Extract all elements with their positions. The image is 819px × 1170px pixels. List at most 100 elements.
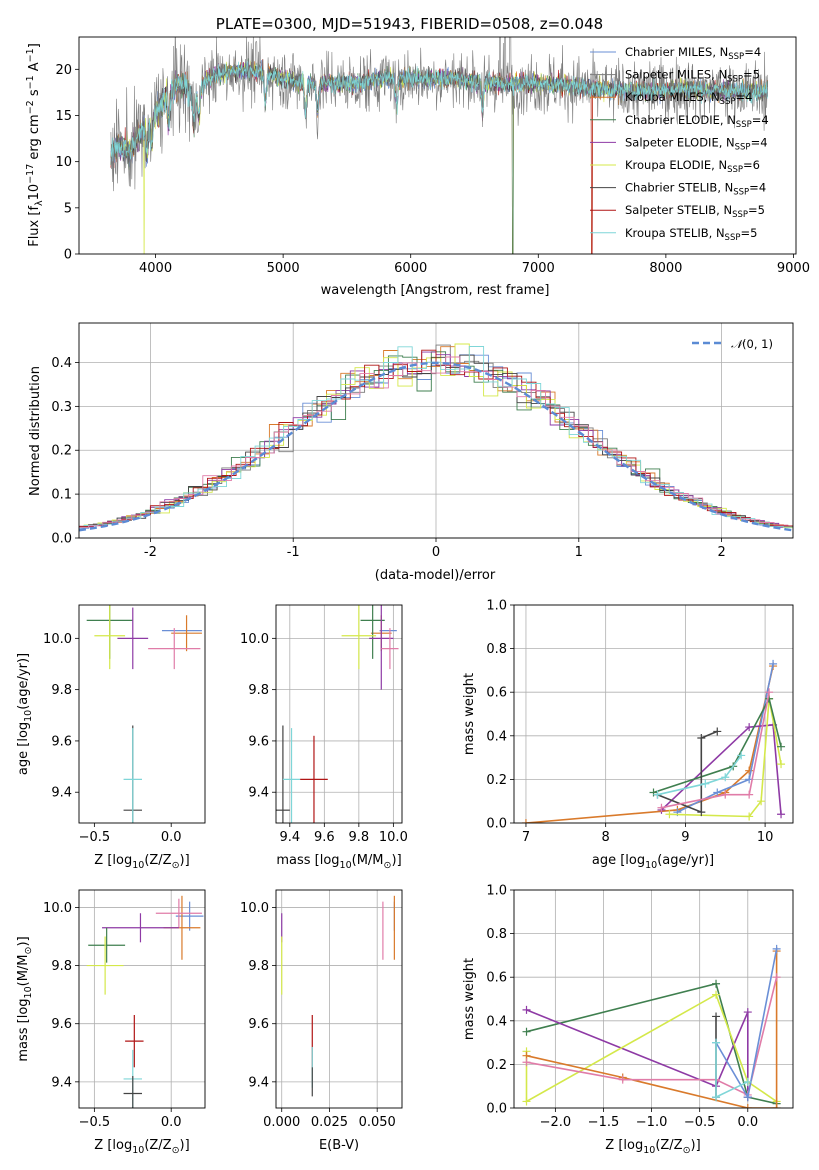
y-tick-label: 0.4 <box>486 1014 507 1029</box>
x-axis-label-part: ⊙ <box>172 860 180 871</box>
legend-space: , <box>704 90 711 104</box>
y-tick-label: 9.8 <box>51 959 72 974</box>
x-tick-label: 9.4 <box>279 830 300 845</box>
legend-prefix: N <box>711 90 720 104</box>
x-axis-label-part: )] <box>392 853 402 868</box>
x-tick-label: 8000 <box>649 261 682 276</box>
x-axis-label-part: 10 <box>132 860 144 871</box>
legend-sub: SSP <box>727 75 743 85</box>
weight-series <box>677 663 774 813</box>
weight-marker <box>522 1097 531 1106</box>
histogram-series <box>79 354 789 527</box>
x-axis-label-part: )] <box>691 1138 701 1153</box>
y-tick-label: 9.6 <box>248 734 269 749</box>
axes-frame <box>78 889 206 1109</box>
x-axis-label: Z [log10(Z/Z⊙)] <box>94 1138 189 1156</box>
weight-marker <box>745 812 754 821</box>
y-tick-label: 10.0 <box>43 901 72 916</box>
legend-nssp: 5 <box>750 226 757 240</box>
error-bar-point <box>88 927 126 963</box>
x-axis-label-part: ⊙ <box>683 1145 691 1156</box>
y-axis-label-part: Flux [f <box>27 206 42 247</box>
weight-marker <box>737 751 746 760</box>
x-tick-label: 2 <box>717 545 725 560</box>
weight-marker <box>701 779 710 788</box>
legend-prefix: N <box>720 45 729 59</box>
x-tick-label: −1.5 <box>588 1115 620 1130</box>
x-axis-label-part: Z [log <box>94 1138 132 1153</box>
legend-space: , <box>711 158 718 172</box>
spectrum-series <box>110 61 768 162</box>
legend-eq: = <box>744 45 754 59</box>
legend-entry: Salpeter ELODIE, NSSP=4 <box>625 135 768 152</box>
legend-prefix: N <box>716 226 725 240</box>
error-bar-point <box>94 605 126 670</box>
x-tick-label: 7000 <box>522 261 555 276</box>
y-axis-label: mass [log10(M/M⊙)] <box>16 936 34 1061</box>
x-tick-label: 6000 <box>394 261 427 276</box>
x-axis-label: Z [log10(Z/Z⊙)] <box>605 1138 700 1156</box>
axes-residuals: -2 -1 0 1 2 0.0 0.1 0.2 0.3 0.4 (data-model)/error… <box>28 322 794 583</box>
legend-nssp: 4 <box>761 113 768 127</box>
legend-entry: Kroupa STELIB, NSSP=5 <box>625 226 757 243</box>
x-axis-label-part: ⊙ <box>384 860 392 871</box>
y-tick-label: 0.8 <box>486 927 507 942</box>
y-axis-label-part: erg cm <box>27 114 42 163</box>
legend-eq: = <box>743 68 753 82</box>
y-tick-label: 5 <box>64 201 72 216</box>
x-axis-label-part: Z [log <box>605 1138 643 1153</box>
x-axis-label-part: )] <box>180 853 190 868</box>
y-axis-label: Flux [fλ10−17 erg cm−2 s−1 A−1] <box>25 43 45 247</box>
histogram-series <box>83 346 793 527</box>
weight-series <box>526 951 778 1108</box>
legend-entry: Chabrier STELIB, NSSP=4 <box>625 181 766 198</box>
legend-sub: SSP <box>720 97 736 107</box>
error-bar-point <box>102 913 179 943</box>
weight-series <box>526 1009 749 1098</box>
y-axis-label-part: ⊙ <box>23 947 34 955</box>
weight-marker <box>522 1058 531 1067</box>
legend-name: Chabrier ELODIE <box>625 113 720 127</box>
y-axis-label-part: )] <box>16 936 31 946</box>
error-bar-point <box>117 607 149 670</box>
x-tick-label: 0.0 <box>161 1115 182 1130</box>
legend-space: , <box>719 135 726 149</box>
x-tick-label: -2 <box>144 545 157 560</box>
error-bar-point <box>276 725 290 823</box>
y-tick-label: 20 <box>55 63 72 78</box>
y-axis-label: mass weight <box>462 958 477 1040</box>
x-axis-label-part: mass [log <box>276 853 339 868</box>
x-tick-label: −0.5 <box>79 830 111 845</box>
x-axis-label-part: Z [log <box>94 853 132 868</box>
legend-sub: SSP <box>736 120 752 130</box>
y-tick-label: 0.1 <box>51 488 72 503</box>
x-axis-label: (data-model)/error <box>375 568 496 583</box>
weight-series <box>525 665 774 823</box>
weight-marker <box>765 688 774 697</box>
legend-name: Salpeter ELODIE <box>625 135 719 149</box>
legend-entry: Salpeter MILES, NSSP=5 <box>625 68 760 85</box>
legend-nssp: 4 <box>745 90 752 104</box>
y-tick-label: 9.6 <box>51 734 72 749</box>
x-tick-label: 0.050 <box>359 1115 396 1130</box>
weight-marker <box>712 1012 721 1021</box>
axes-spectrum: 4000 5000 6000 7000 8000 9000 0 5 10 15 20 PLATE=03… <box>25 15 810 298</box>
legend-nssp: 4 <box>760 135 767 149</box>
legend-nssp: 4 <box>754 45 761 59</box>
y-axis-label-part: mass [log <box>16 998 31 1061</box>
legend-sub: SSP <box>735 142 751 152</box>
y-tick-label: 9.4 <box>248 1075 269 1090</box>
x-axis-label: wavelength [Angstrom, rest frame] <box>321 283 550 298</box>
y-tick-label: 0.8 <box>486 642 507 657</box>
axes-mass-vs-Z: −0.5 0.09.49.69.810.0Z [log10(Z/Z⊙)]mass … <box>16 889 206 1156</box>
x-tick-label: 10.0 <box>379 830 408 845</box>
plot-area-residuals <box>79 343 793 532</box>
weight-series <box>715 948 778 1100</box>
y-tick-label: 0.6 <box>486 686 507 701</box>
axes-frame <box>275 604 403 824</box>
weight-marker <box>697 733 706 742</box>
weight-marker <box>697 808 706 817</box>
error-bar-point <box>86 936 124 995</box>
legend-space: , <box>709 226 716 240</box>
